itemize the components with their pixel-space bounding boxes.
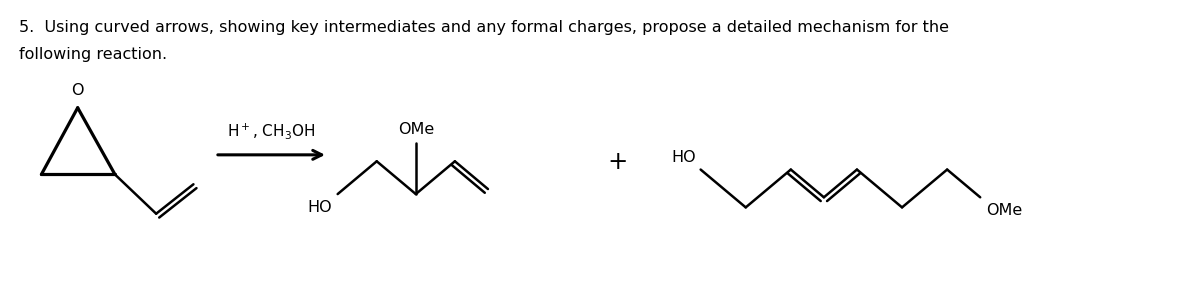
Text: HO: HO: [671, 150, 696, 165]
Text: following reaction.: following reaction.: [19, 47, 167, 62]
Text: OMe: OMe: [397, 122, 434, 137]
Text: HO: HO: [307, 200, 331, 215]
Text: H$^+$, CH$_3$OH: H$^+$, CH$_3$OH: [227, 121, 316, 141]
Text: +: +: [607, 150, 628, 174]
Text: OMe: OMe: [986, 203, 1022, 218]
Text: O: O: [72, 83, 84, 98]
Text: 5.  Using curved arrows, showing key intermediates and any formal charges, propo: 5. Using curved arrows, showing key inte…: [19, 21, 949, 35]
